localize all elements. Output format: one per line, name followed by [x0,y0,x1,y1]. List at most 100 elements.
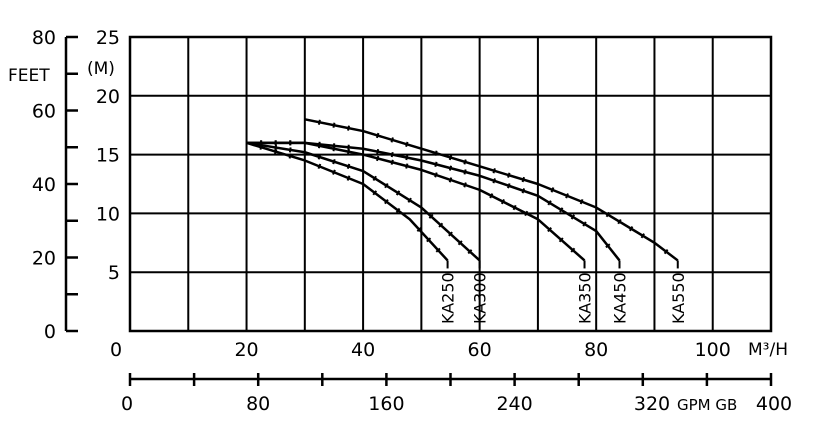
curve-bead [605,243,611,249]
curve-bead [617,218,622,225]
x-tick-label: 100 [695,339,731,361]
curve-bead [434,161,438,167]
curve-bead [384,199,389,205]
feet-tick-label: 80 [32,27,56,49]
axis-labels: 5 10 15 20 25 0 20 40 60 80 100 [96,27,731,361]
gpm-tick-label: 160 [368,393,404,415]
y-tick-label: 5 [108,262,120,284]
curve-bead [405,163,409,169]
curve-bead [547,200,552,206]
y-tick-label: 25 [96,27,120,49]
curve-bead [347,144,350,150]
curve-bead [448,154,453,161]
feet-tick-label: 60 [32,101,56,123]
curve-bead [579,198,584,205]
curve-bead [463,159,467,165]
curve-bead [390,137,394,143]
curve-bead [521,176,526,183]
curve-bead [550,187,555,193]
curve-bead [570,214,576,220]
curve-bead [559,207,564,213]
curve-bead [448,165,453,171]
curve-bead [395,190,401,196]
curve-bead [605,211,610,218]
curve-bead [347,125,350,131]
curve-bead [376,149,380,155]
curve-bead [332,158,336,165]
curve-label-ka300: KA300 [471,272,490,324]
curve-bead [457,240,463,246]
curve-bead [582,221,587,227]
curve-bead [521,188,526,194]
curve-bead [405,141,409,147]
curve-bead [390,151,394,158]
curve-bead [407,197,412,203]
curve-bead [524,210,529,217]
curve-bead [507,172,511,178]
curve-bead [438,222,444,228]
curve-bead [390,159,394,165]
feet-unit-label: FEET [8,66,50,86]
x-tick-label: 40 [351,339,375,361]
curve-label-ka350: KA350 [576,272,595,324]
gpm-axis: 0 80 160 240 320 400 [121,373,792,415]
curve-bead [288,153,292,159]
curve-bead [346,175,351,181]
x-tick-label: 20 [234,339,258,361]
curve-bead [640,233,645,239]
curve-bead [434,172,438,178]
feet-tick-label: 0 [44,321,56,343]
curve-bead [376,155,380,162]
curve-bead [512,204,517,211]
curve-bead [426,237,432,243]
curve-bead [547,227,552,233]
curve-bead [500,198,505,205]
curve-bead [628,226,634,232]
pump-curves: KA250 KA300 KA350 KA450 KA550 [246,118,688,324]
curve-bead [467,249,473,255]
gpm-tick-label: 80 [246,393,270,415]
gpm-tick-label: 0 [121,393,133,415]
feet-axis: 0 20 40 60 80 [32,27,78,343]
feet-tick-label: 40 [32,174,56,196]
y-unit-label: (M) [87,59,115,79]
curve-bead [395,207,401,214]
curve-bead [448,177,453,183]
curve-bead [317,154,322,160]
curve-bead [274,144,278,151]
curve-bead [434,150,438,156]
curve-label-ka550: KA550 [669,272,688,324]
x-tick-label: 0 [110,339,122,361]
gpm-unit-label: GPM GB [677,396,737,414]
curve-bead [372,190,378,196]
curve-bead [318,141,321,147]
curve-bead [375,132,380,139]
plot-frame [128,35,773,333]
curve-bead [332,122,336,128]
x-unit-label: M³/H [748,340,788,360]
y-tick-label: 15 [96,145,120,167]
curve-label-ka250: KA250 [439,272,458,324]
curve-bead [384,182,389,189]
curve-bead [492,168,496,174]
curve-bead [492,178,496,184]
x-tick-label: 60 [468,339,492,361]
x-tick-label: 80 [584,339,608,361]
curve-bead [565,193,569,199]
curve-bead [317,119,321,125]
curve-bead [435,247,441,253]
curve-ka250 [246,141,449,262]
curve-bead [463,182,467,188]
curve-bead [428,213,434,219]
feet-tick-label: 20 [32,248,56,270]
chart-grid [128,35,773,333]
curve-bead [346,163,351,170]
curve-bead [489,193,494,199]
curve-bead [507,183,511,189]
y-tick-label: 20 [96,86,120,108]
curve-ka550 [304,118,679,262]
curve-bead [463,169,467,175]
curve-bead [372,175,377,182]
gpm-tick-label: 320 [634,393,670,415]
